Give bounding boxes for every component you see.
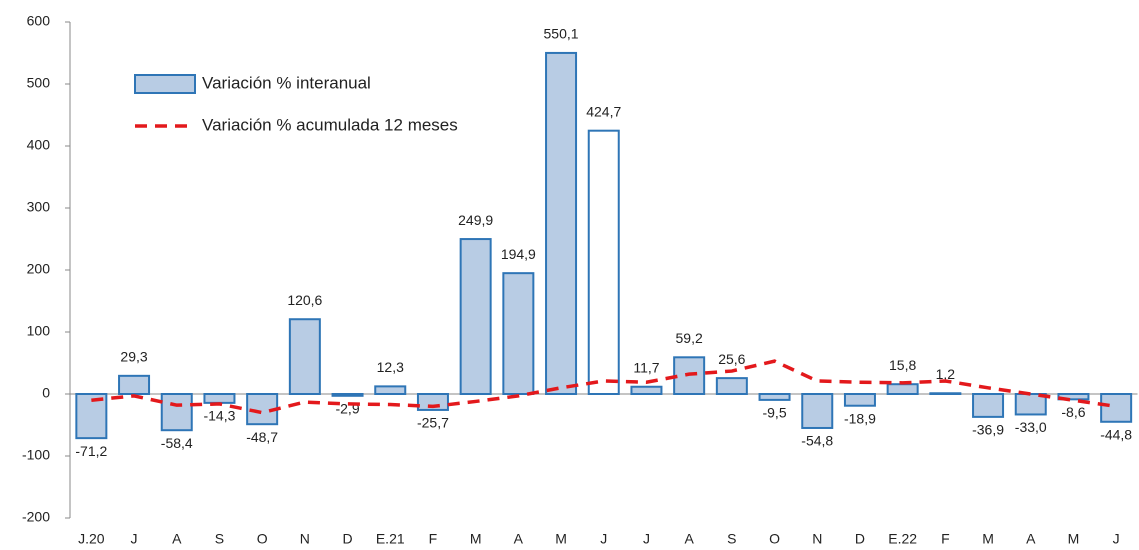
- bar: [1014, 393, 1047, 416]
- value-label: 249,9: [458, 212, 493, 228]
- legend-label: Variación % interanual: [202, 73, 371, 92]
- bar: [929, 392, 962, 396]
- y-tick-label: -100: [22, 447, 50, 463]
- value-label: 15,8: [889, 357, 916, 373]
- value-label: -33,0: [1015, 419, 1047, 435]
- value-label: -8,6: [1061, 404, 1085, 420]
- x-tick-label: F: [941, 531, 950, 547]
- x-tick-label: D: [855, 531, 865, 547]
- bar: [118, 374, 151, 396]
- value-label: -58,4: [161, 435, 193, 451]
- bar: [75, 393, 108, 440]
- bar: [843, 393, 876, 407]
- value-label: 1,2: [936, 366, 956, 382]
- value-label: -44,8: [1100, 426, 1132, 442]
- legend-swatch: [134, 74, 196, 94]
- x-tick-label: N: [300, 531, 310, 547]
- x-tick-label: M: [982, 531, 994, 547]
- value-label: 25,6: [718, 351, 745, 367]
- value-label: 59,2: [676, 330, 703, 346]
- x-tick-label: F: [429, 531, 438, 547]
- bar: [758, 393, 791, 401]
- y-tick-label: -200: [22, 509, 50, 525]
- bar: [416, 393, 449, 411]
- value-label: -18,9: [844, 410, 876, 426]
- x-tick-label: E.21: [376, 531, 405, 547]
- bar: [459, 238, 492, 395]
- x-tick-label: M: [555, 531, 567, 547]
- x-tick-label: M: [470, 531, 482, 547]
- y-tick-label: 200: [27, 261, 51, 277]
- value-label: 11,7: [633, 359, 659, 375]
- bar: [288, 318, 321, 395]
- x-tick-label: D: [342, 531, 352, 547]
- x-tick-label: A: [684, 531, 694, 547]
- bar: [801, 393, 834, 429]
- value-label: 194,9: [501, 246, 536, 262]
- bar: [160, 393, 193, 432]
- x-tick-label: J: [600, 531, 607, 547]
- y-tick-label: 400: [27, 137, 51, 153]
- y-tick-label: 600: [27, 13, 51, 29]
- value-label: 120,6: [287, 292, 322, 308]
- x-tick-label: O: [257, 531, 268, 547]
- value-label: -25,7: [417, 415, 449, 431]
- value-label: 12,3: [377, 359, 404, 375]
- value-label: -14,3: [203, 408, 235, 424]
- y-tick-label: 100: [27, 323, 51, 339]
- value-label: -71,2: [75, 443, 107, 459]
- x-tick-label: J.20: [78, 531, 105, 547]
- x-tick-label: A: [172, 531, 182, 547]
- bar: [886, 383, 919, 396]
- y-tick-label: 500: [27, 75, 51, 91]
- value-label: 29,3: [120, 349, 147, 365]
- bar: [203, 393, 236, 404]
- value-label: 424,7: [586, 103, 621, 119]
- x-tick-label: N: [812, 531, 822, 547]
- bar: [972, 393, 1005, 418]
- bar: [587, 129, 620, 395]
- value-label: -48,7: [246, 429, 278, 445]
- bar: [715, 377, 748, 395]
- value-label: -54,8: [801, 433, 833, 449]
- value-label: -36,9: [972, 422, 1004, 438]
- bar: [374, 385, 407, 395]
- bar: [630, 385, 663, 396]
- bar: [1100, 393, 1133, 423]
- x-tick-label: A: [514, 531, 524, 547]
- x-tick-label: O: [769, 531, 780, 547]
- value-label: 550,1: [544, 26, 579, 42]
- x-tick-label: M: [1068, 531, 1080, 547]
- x-tick-label: J: [1113, 531, 1120, 547]
- value-label: -9,5: [762, 405, 786, 421]
- x-tick-label: J: [131, 531, 138, 547]
- bar: [502, 272, 535, 395]
- x-tick-label: J: [643, 531, 650, 547]
- x-tick-label: A: [1026, 531, 1036, 547]
- y-tick-label: 300: [27, 199, 51, 215]
- x-tick-label: E.22: [888, 531, 917, 547]
- bar: [545, 51, 578, 396]
- x-tick-label: S: [727, 531, 736, 547]
- line: [91, 359, 1117, 415]
- y-tick-label: 0: [42, 385, 50, 401]
- legend-label: Variación % acumulada 12 meses: [202, 115, 458, 134]
- bar: [331, 393, 364, 397]
- x-tick-label: S: [215, 531, 224, 547]
